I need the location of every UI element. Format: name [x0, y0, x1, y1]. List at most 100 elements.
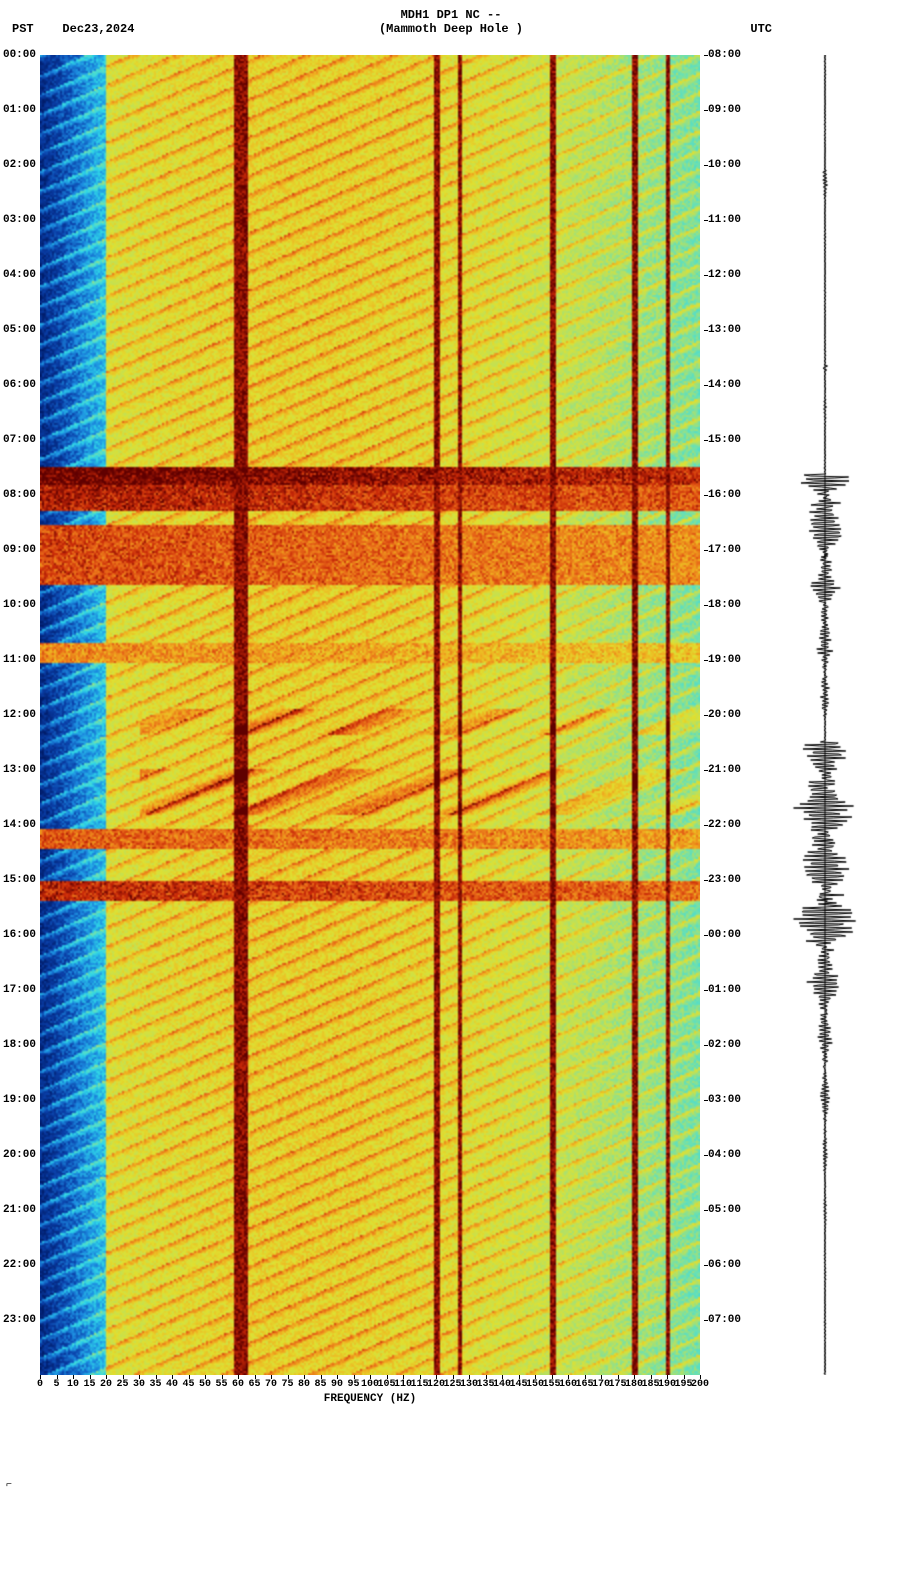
spectrogram-canvas [40, 55, 700, 1375]
ytick-right: 15:00 [708, 434, 741, 446]
xtick: 85 [314, 1379, 326, 1390]
xtick: 60 [232, 1379, 244, 1390]
xtick: 75 [281, 1379, 293, 1390]
xtick: 115 [410, 1379, 428, 1390]
xtick: 95 [347, 1379, 359, 1390]
ytick-right: 22:00 [708, 819, 741, 831]
xtick: 65 [248, 1379, 260, 1390]
xtick: 25 [116, 1379, 128, 1390]
corner-mark: ⌐ [6, 1480, 12, 1491]
ytick-left: 08:00 [3, 489, 36, 501]
ytick-right: 14:00 [708, 379, 741, 391]
ytick-left: 03:00 [3, 214, 36, 226]
ytick-right: 13:00 [708, 324, 741, 336]
xtick: 0 [37, 1379, 43, 1390]
xtick: 135 [476, 1379, 494, 1390]
ytick-left: 14:00 [3, 819, 36, 831]
xtick: 130 [460, 1379, 478, 1390]
ytick-right: 20:00 [708, 709, 741, 721]
xtick: 185 [641, 1379, 659, 1390]
ytick-left: 00:00 [3, 49, 36, 61]
ytick-left: 22:00 [3, 1259, 36, 1271]
ytick-right: 05:00 [708, 1204, 741, 1216]
seismogram-plot [760, 55, 890, 1375]
ytick-left: 05:00 [3, 324, 36, 336]
spectrogram-plot [40, 55, 700, 1375]
ytick-left: 15:00 [3, 874, 36, 886]
ytick-right: 02:00 [708, 1039, 741, 1051]
x-axis-label: FREQUENCY (HZ) [40, 1393, 700, 1405]
xtick: 125 [443, 1379, 461, 1390]
xtick: 175 [608, 1379, 626, 1390]
xtick: 145 [509, 1379, 527, 1390]
xtick: 195 [674, 1379, 692, 1390]
ytick-right: 19:00 [708, 654, 741, 666]
ytick-left: 19:00 [3, 1094, 36, 1106]
ytick-right: 18:00 [708, 599, 741, 611]
ytick-right: 04:00 [708, 1149, 741, 1161]
xtick: 15 [83, 1379, 95, 1390]
ytick-right: 08:00 [708, 49, 741, 61]
xtick: 10 [67, 1379, 79, 1390]
ytick-right: 09:00 [708, 104, 741, 116]
ytick-left: 17:00 [3, 984, 36, 996]
xtick: 80 [298, 1379, 310, 1390]
ytick-left: 16:00 [3, 929, 36, 941]
ytick-right: 16:00 [708, 489, 741, 501]
ytick-left: 04:00 [3, 269, 36, 281]
xtick: 35 [149, 1379, 161, 1390]
xtick: 170 [592, 1379, 610, 1390]
xtick: 55 [215, 1379, 227, 1390]
xtick: 5 [53, 1379, 59, 1390]
ytick-right: 21:00 [708, 764, 741, 776]
ytick-left: 10:00 [3, 599, 36, 611]
xtick: 190 [658, 1379, 676, 1390]
ytick-left: 20:00 [3, 1149, 36, 1161]
xtick: 155 [542, 1379, 560, 1390]
ytick-left: 18:00 [3, 1039, 36, 1051]
ytick-right: 10:00 [708, 159, 741, 171]
ytick-right: 17:00 [708, 544, 741, 556]
xtick: 30 [133, 1379, 145, 1390]
ytick-left: 21:00 [3, 1204, 36, 1216]
ytick-right: 12:00 [708, 269, 741, 281]
ytick-left: 02:00 [3, 159, 36, 171]
ytick-left: 07:00 [3, 434, 36, 446]
xtick: 180 [625, 1379, 643, 1390]
ytick-right: 01:00 [708, 984, 741, 996]
ytick-right: 11:00 [708, 214, 741, 226]
seismogram-canvas [760, 55, 890, 1375]
xtick: 120 [427, 1379, 445, 1390]
title-line1: MDH1 DP1 NC -- [0, 8, 902, 22]
xtick: 70 [265, 1379, 277, 1390]
xtick: 40 [166, 1379, 178, 1390]
xtick: 105 [377, 1379, 395, 1390]
ytick-right: 23:00 [708, 874, 741, 886]
ytick-right: 03:00 [708, 1094, 741, 1106]
xtick: 165 [575, 1379, 593, 1390]
xtick: 110 [394, 1379, 412, 1390]
ytick-right: 07:00 [708, 1314, 741, 1326]
ytick-left: 13:00 [3, 764, 36, 776]
ytick-left: 06:00 [3, 379, 36, 391]
xtick: 45 [182, 1379, 194, 1390]
tz-right-label: UTC [750, 22, 772, 36]
xtick: 90 [331, 1379, 343, 1390]
header: PST Dec23,2024 MDH1 DP1 NC -- (Mammoth D… [0, 0, 902, 40]
xtick: 50 [199, 1379, 211, 1390]
ytick-left: 12:00 [3, 709, 36, 721]
ytick-right: 06:00 [708, 1259, 741, 1271]
y-axis-right: 08:0009:0010:0011:0012:0013:0014:0015:00… [704, 55, 754, 1375]
ytick-left: 11:00 [3, 654, 36, 666]
xtick: 140 [493, 1379, 511, 1390]
x-axis: FREQUENCY (HZ) 05 10 15 20 25 30 35 40 45 50 55 60 6… [40, 1375, 700, 1415]
xtick: 20 [100, 1379, 112, 1390]
xtick: 160 [559, 1379, 577, 1390]
ytick-left: 09:00 [3, 544, 36, 556]
ytick-right: 00:00 [708, 929, 741, 941]
xtick: 150 [526, 1379, 544, 1390]
y-axis-left: 00:0001:0002:0003:0004:0005:0006:0007:00… [0, 55, 38, 1375]
ytick-left: 23:00 [3, 1314, 36, 1326]
ytick-left: 01:00 [3, 104, 36, 116]
xtick: 200 [691, 1379, 709, 1390]
